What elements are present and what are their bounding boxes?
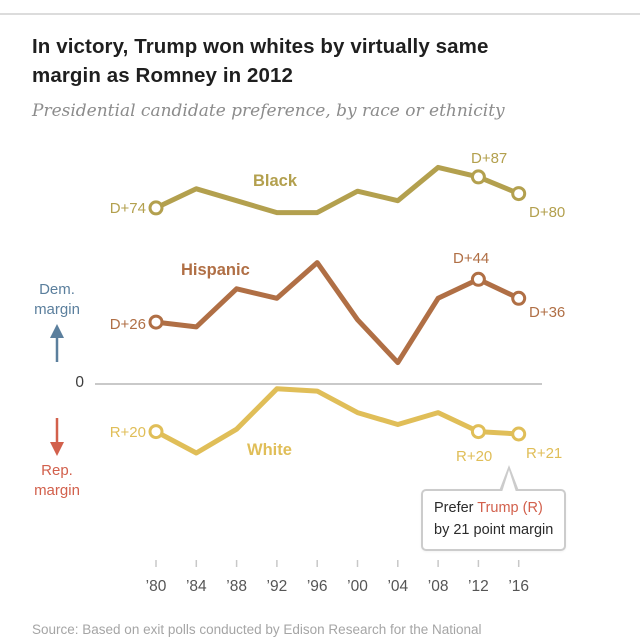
series-line-black (153, 164, 522, 216)
tooltip-prefix: Prefer (434, 500, 478, 516)
annotation-black-2016: D+80 (529, 204, 566, 221)
title-line-1: In victory, Trump won whites by virtuall… (32, 35, 489, 58)
chart-subtitle: Presidential candidate preference, by ra… (32, 101, 505, 121)
series-label-hispanic: Hispanic (181, 261, 250, 279)
x-axis-ticks (155, 560, 520, 567)
annotation-white-2016: R+21 (526, 445, 563, 462)
annotation-black-2012: D+87 (471, 150, 508, 167)
data-point-white-16 (511, 426, 527, 442)
annotation-hispanic-2016: D+36 (529, 304, 566, 321)
x-axis-label-84: ’84 (185, 578, 207, 595)
dem-arrow-up (50, 324, 64, 362)
series-label-black: Black (253, 172, 298, 190)
series-line-white (153, 386, 522, 456)
top-divider (0, 13, 640, 15)
x-axis-label-04: ’04 (387, 578, 409, 595)
data-point-black-80 (148, 200, 164, 216)
tooltip-line-1: Prefer Trump (R) (434, 498, 553, 520)
data-point-hispanic-80 (148, 314, 164, 330)
annotation-hispanic-1980: D+26 (109, 316, 146, 333)
page-title: In victory, Trump won whites by virtuall… (32, 33, 592, 90)
x-axis-label-80: ’80 (145, 578, 167, 595)
source-note: Source: Based on exit polls conducted by… (32, 622, 482, 637)
data-point-hispanic-16 (511, 290, 527, 306)
data-point-white-80 (148, 424, 164, 440)
dem-margin-line2: margin (34, 301, 80, 318)
x-axis-label-92: ’92 (266, 578, 288, 595)
annotation-hispanic-2012: D+44 (453, 250, 490, 267)
rep-arrow-down (50, 418, 64, 456)
data-point-black-16 (511, 186, 527, 202)
tooltip-callout: Prefer Trump (R) by 21 point margin (421, 465, 567, 551)
rep-margin-line1: Rep. (41, 462, 73, 479)
series-line-hispanic (153, 260, 522, 366)
rep-margin-line2: margin (34, 482, 80, 499)
annotation-white-1980: R+20 (109, 424, 146, 441)
x-axis-label-88: ’88 (226, 578, 247, 595)
annotation-white-2012: R+20 (456, 448, 493, 465)
x-axis-label-00: ’00 (347, 578, 368, 595)
rep-margin-label: Rep. margin (17, 461, 97, 501)
x-axis-label-08: ’08 (427, 578, 449, 595)
dem-margin-label: Dem. margin (17, 280, 97, 320)
tooltip-line-2: by 21 point margin (434, 521, 554, 538)
data-point-hispanic-12 (470, 271, 486, 287)
title-line-2: margin as Romney in 2012 (32, 63, 294, 87)
dem-margin-line1: Dem. (39, 281, 75, 298)
data-point-black-12 (470, 169, 486, 185)
zero-label: 0 (75, 374, 84, 391)
x-axis-label-16: ’16 (508, 578, 530, 595)
x-axis-label-96: ’96 (306, 578, 328, 595)
series-lines (148, 164, 527, 456)
tooltip-candidate: Trump (R) (477, 500, 543, 516)
series-label-white: White (247, 441, 292, 459)
x-axis-label-12: ’12 (468, 578, 489, 595)
data-point-white-12 (470, 424, 486, 440)
annotation-black-1980: D+74 (109, 200, 146, 217)
